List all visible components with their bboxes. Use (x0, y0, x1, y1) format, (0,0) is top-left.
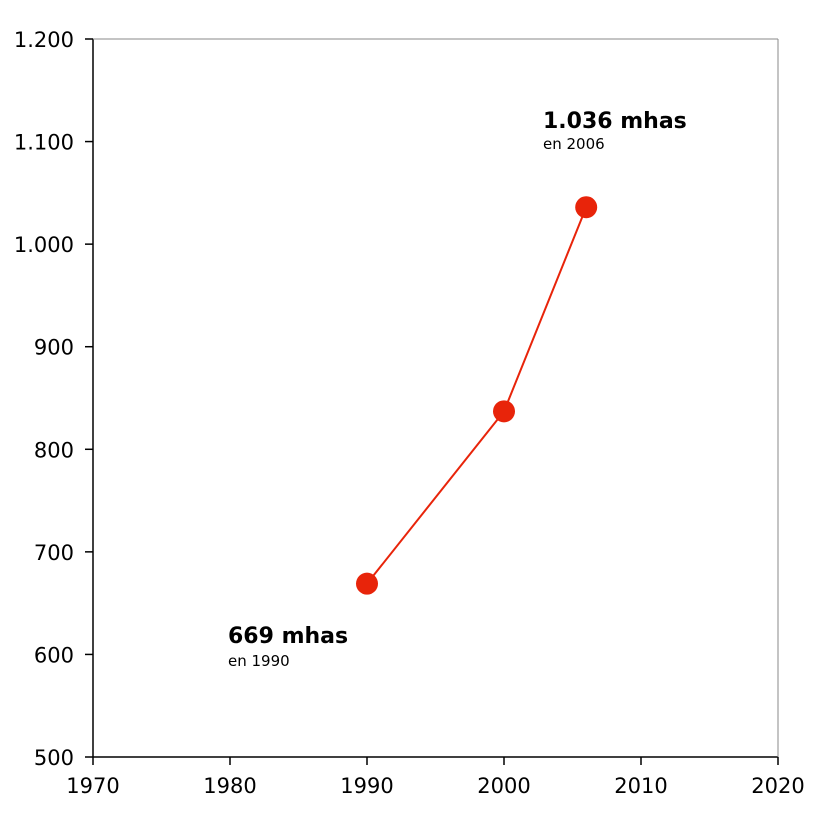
y-axis-ticks: 500 600 700 800 900 1.000 1.100 1.200 (14, 28, 93, 770)
y-tick-label: 900 (34, 336, 74, 360)
annotation-start-year: en 1990 (228, 652, 290, 670)
x-tick-label: 1980 (203, 774, 256, 798)
annotation-start-value: 669 mhas (228, 624, 348, 649)
y-tick-label: 500 (34, 746, 74, 770)
y-tick-label: 600 (34, 643, 74, 667)
x-tick-label: 2000 (477, 774, 530, 798)
y-tick-label: 700 (34, 541, 74, 565)
axes (92, 38, 779, 758)
y-tick-label: 1.200 (14, 28, 74, 52)
x-tick-label: 2010 (614, 774, 667, 798)
x-tick-label: 1970 (66, 774, 119, 798)
y-tick-label: 1.100 (14, 131, 74, 155)
data-point (575, 196, 598, 219)
x-tick-label: 2020 (751, 774, 804, 798)
data-point (356, 572, 378, 595)
x-axis-ticks: 1970 1980 1990 2000 2010 2020 (66, 757, 805, 798)
x-tick-label: 1990 (340, 774, 393, 798)
series-layer (356, 196, 598, 595)
series-line (366, 206, 588, 585)
data-point (493, 400, 515, 423)
y-tick-label: 800 (34, 438, 74, 462)
y-tick-label: 1.000 (14, 233, 74, 257)
annotation-end-value: 1.036 mhas (543, 109, 687, 134)
annotation-end-year: en 2006 (543, 135, 605, 153)
annotations: 669 mhas en 1990 1.036 mhas en 2006 (228, 109, 687, 670)
